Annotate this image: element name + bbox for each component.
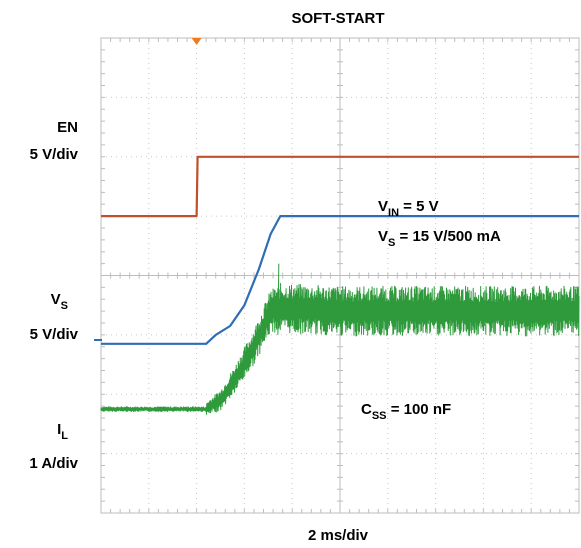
- annotation-vin: VIN = 5 V: [378, 198, 439, 219]
- channel-vs-sub: S: [61, 300, 68, 312]
- channel-vs-scale: 5 V/div: [30, 326, 79, 343]
- x-axis-label: 2 ms/div: [308, 527, 369, 544]
- channel-vs-main: V: [51, 291, 61, 308]
- annotation-vin-main: V: [378, 198, 388, 215]
- trigger-marker-icon: [191, 38, 202, 45]
- trace-il: [100, 263, 580, 415]
- traces: [100, 155, 580, 415]
- annotation-vs-main: V: [378, 228, 388, 245]
- channel-il-main: I: [57, 421, 61, 438]
- vs-ground-marker: [94, 339, 102, 341]
- channel-en-name: EN: [57, 119, 78, 136]
- channel-il-name: IL: [57, 421, 68, 442]
- annotation-css-sub: SS: [372, 410, 387, 422]
- annotation-css-main: C: [361, 401, 372, 418]
- annotation-css-rest: = 100 nF: [387, 401, 452, 418]
- plot-frame: [100, 37, 580, 514]
- channel-il-sub: L: [61, 430, 68, 442]
- annotation-vin-sub: IN: [388, 207, 399, 219]
- annotation-vin-rest: = 5 V: [399, 198, 439, 215]
- grid: [100, 37, 580, 514]
- channel-vs-name: VS: [51, 291, 68, 312]
- annotation-vs-rest: = 15 V/500 mA: [395, 228, 501, 245]
- channel-il-scale: 1 A/div: [29, 455, 78, 472]
- trace-vs: [101, 215, 579, 345]
- channel-en-scale: 5 V/div: [30, 146, 79, 163]
- chart-title: SOFT-START: [291, 10, 384, 27]
- trace-en: [101, 155, 579, 218]
- annotation-vs: VS = 15 V/500 mA: [378, 228, 501, 249]
- annotation-css: CSS = 100 nF: [361, 401, 451, 422]
- annotation-vs-sub: S: [388, 237, 395, 249]
